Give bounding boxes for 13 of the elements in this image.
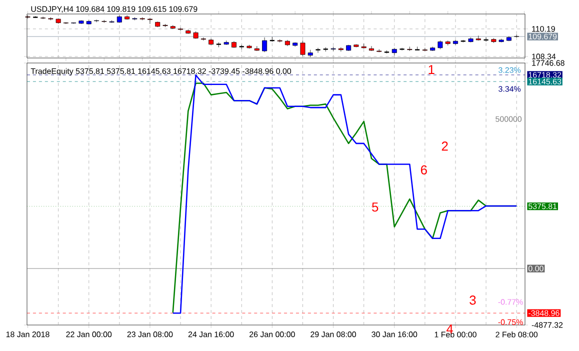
candlestick: [315, 48, 321, 53]
candlestick: [147, 18, 152, 24]
candlestick: [262, 37, 268, 52]
annotation: 1: [428, 65, 434, 74]
annotation: 3: [470, 296, 476, 305]
candlestick: [399, 48, 405, 51]
annotation: 5: [372, 202, 378, 212]
annotation: 4: [446, 324, 454, 334]
candlestick: [368, 46, 374, 52]
annotation: 6: [420, 165, 427, 174]
annotation: 2: [442, 142, 448, 151]
candlestick: [338, 47, 344, 52]
candlestick: [453, 40, 458, 46]
